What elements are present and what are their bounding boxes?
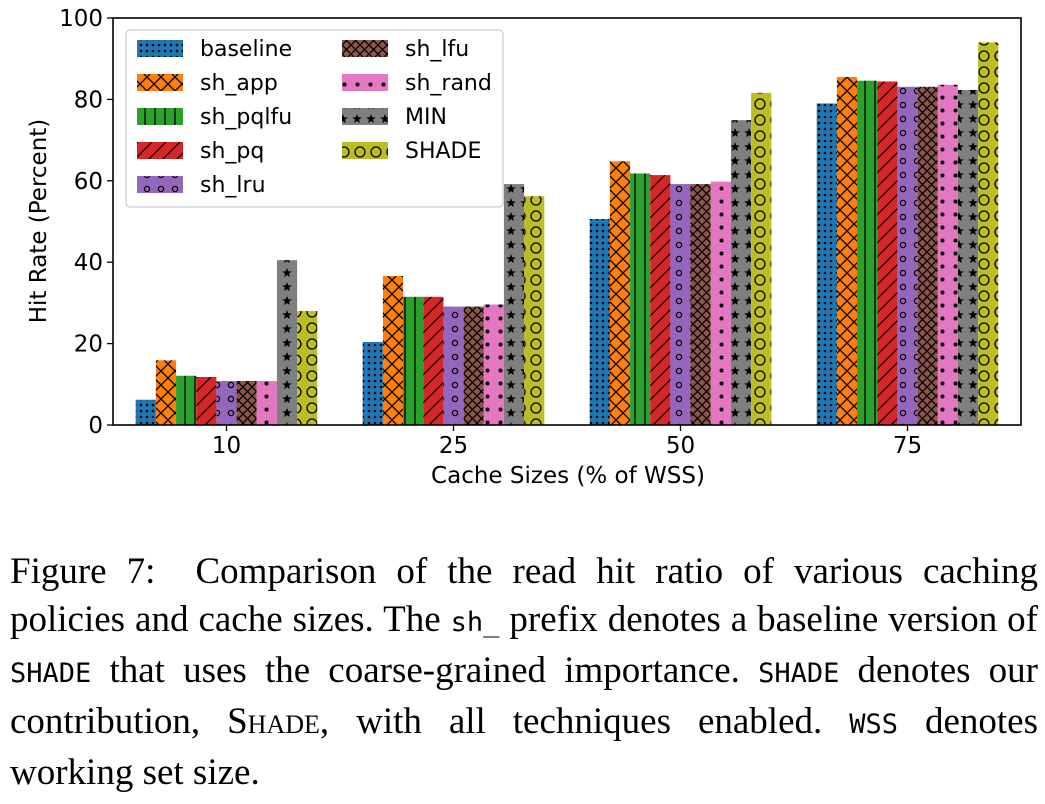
bar-sh-pqlfu-50	[630, 173, 651, 425]
caption-code-shade-1: SHADE	[10, 658, 92, 689]
x-axis: 10 25 50 75	[212, 425, 922, 459]
bar-sh-pqlfu-75	[857, 80, 878, 426]
y-axis: 0 20 40 60 80 100	[59, 6, 113, 439]
bar-sh-rand-25	[483, 304, 504, 425]
bar-sh-pq-50	[650, 175, 671, 425]
caption-text-4: denotes our contribution,	[10, 650, 1038, 742]
bar-sh-app-50	[609, 161, 631, 425]
legend-swatch-sh-lfu	[342, 40, 388, 57]
bar-sh-lfu-25	[463, 306, 484, 425]
bar-min-10	[276, 260, 298, 425]
bar-sh-lfu-50	[690, 184, 711, 425]
x-tick-label: 50	[666, 433, 695, 459]
bar-baseline-25	[362, 341, 383, 425]
bar-baseline-10	[135, 399, 156, 425]
figure-caption: Figure 7: Comparison of the read hit rat…	[10, 548, 1038, 797]
bar-sh-pqlfu-10	[176, 375, 197, 425]
legend-swatch-sh-pqlfu	[137, 108, 183, 125]
bar-sh-rand-50	[710, 181, 731, 425]
caption-code-wss: WSS	[849, 709, 899, 740]
legend-swatch-sh-lru	[137, 176, 183, 193]
bar-chart: 0 20 40 60 80 100 10 25 50 75 Hit Rate (Percent)…	[26, 6, 1022, 489]
x-axis-label: Cache Sizes (% of WSS)	[431, 463, 705, 489]
legend-swatch-sh-rand	[342, 74, 388, 91]
legend-box	[125, 29, 504, 208]
bar-sh-app-75	[836, 77, 858, 425]
bar-sh-lru-10	[216, 381, 237, 425]
legend-label-sh-pq: sh_pq	[200, 139, 264, 164]
caption-text-1: Comparison of the read hit ratio of vari…	[10, 551, 1038, 640]
plot-frame	[112, 17, 1022, 426]
bar-sh-lru-25	[443, 306, 464, 425]
caption-code-shade-2: SHADE	[758, 658, 840, 689]
bars-group	[135, 42, 999, 426]
y-tick-label: 40	[74, 250, 103, 276]
bar-shade-10	[297, 311, 318, 425]
bar-sh-rand-10	[256, 381, 277, 425]
bar-baseline-75	[816, 103, 837, 425]
bar-min-50	[730, 120, 752, 425]
legend-label-sh-lru: sh_lru	[200, 173, 266, 198]
caption-text-6: denotes working set size.	[10, 701, 1039, 793]
legend-label-baseline: baseline	[200, 37, 292, 62]
legend-label-sh-pqlfu: sh_pqlfu	[200, 105, 292, 130]
y-tick-label: 0	[88, 413, 103, 439]
y-tick-label: 100	[59, 6, 103, 32]
y-axis-label: Hit Rate (Percent)	[26, 119, 52, 324]
bar-shade-50	[751, 92, 772, 425]
x-tick-label: 25	[439, 433, 468, 459]
figure-label: Figure 7:	[10, 551, 156, 592]
caption-text-5: , with all techniques enabled.	[319, 701, 823, 742]
bar-sh-app-25	[382, 276, 404, 425]
bar-sh-pq-25	[423, 296, 444, 425]
bar-sh-rand-75	[937, 84, 958, 425]
caption-text-3: that uses the coarse-grained importance.	[109, 650, 740, 691]
legend: baseline sh_app sh_pqlfu sh_pq sh_lru sh_lfus…	[125, 29, 504, 208]
legend-swatch-shade	[342, 142, 388, 159]
bar-sh-lfu-10	[236, 381, 257, 425]
legend-swatch-baseline	[137, 40, 183, 57]
legend-swatch-min	[342, 108, 388, 125]
bar-sh-pq-10	[196, 376, 217, 425]
bar-sh-lfu-75	[917, 86, 938, 425]
y-tick-label: 20	[74, 332, 103, 358]
caption-text-2: prefix denotes a baseline version of	[509, 599, 1039, 640]
bar-shade-75	[978, 42, 999, 426]
legend-label-sh-lfu: sh_lfu	[405, 37, 469, 62]
caption-smallcaps-shade: Shade	[227, 701, 320, 742]
bar-sh-app-10	[155, 360, 177, 425]
bar-min-25	[503, 184, 525, 425]
legend-swatch-sh-pq	[137, 142, 183, 159]
bar-sh-pqlfu-25	[403, 296, 424, 425]
bar-sh-lru-50	[670, 184, 691, 425]
caption-code-sh: sh_	[450, 607, 500, 638]
bar-shade-25	[524, 196, 545, 425]
legend-label-min: MIN	[405, 105, 447, 130]
x-tick-label: 75	[893, 433, 922, 459]
bar-min-75	[957, 90, 979, 425]
legend-label-sh-rand: sh_rand	[405, 71, 492, 96]
bar-baseline-50	[589, 219, 610, 425]
bar-sh-pq-75	[877, 81, 898, 426]
y-tick-label: 80	[74, 87, 103, 113]
bar-sh-lru-75	[897, 86, 918, 425]
legend-swatch-sh-app	[137, 74, 183, 91]
y-tick-label: 60	[74, 169, 103, 195]
x-tick-label: 10	[212, 433, 241, 459]
legend-label-sh-app: sh_app	[200, 71, 278, 96]
legend-label-shade: SHADE	[405, 139, 481, 164]
